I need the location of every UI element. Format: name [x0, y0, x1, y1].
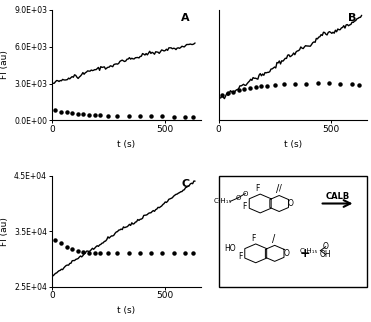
Text: F: F	[242, 202, 247, 211]
Text: F: F	[255, 184, 259, 193]
X-axis label: t (s): t (s)	[117, 306, 135, 315]
Y-axis label: Fl (au): Fl (au)	[0, 217, 9, 246]
Text: /: /	[276, 184, 279, 194]
Text: O: O	[323, 242, 329, 251]
Bar	[219, 176, 367, 287]
Text: A: A	[181, 13, 190, 23]
Text: OH: OH	[320, 250, 331, 259]
Text: O: O	[235, 195, 240, 201]
Text: O: O	[288, 199, 294, 208]
Text: C: C	[181, 179, 190, 189]
X-axis label: t (s): t (s)	[117, 140, 135, 149]
Text: /: /	[279, 184, 282, 193]
X-axis label: t (s): t (s)	[284, 140, 302, 149]
Text: O: O	[283, 249, 289, 258]
Text: HO: HO	[224, 244, 236, 253]
Text: CALB: CALB	[325, 192, 349, 201]
Text: C₇H₁₅: C₇H₁₅	[300, 248, 318, 254]
Text: +: +	[299, 247, 310, 260]
Text: C₇H₁₅: C₇H₁₅	[214, 198, 232, 204]
Y-axis label: Fl (au): Fl (au)	[0, 51, 9, 80]
Text: O: O	[243, 191, 248, 196]
Text: F: F	[251, 234, 256, 243]
Text: B: B	[348, 13, 356, 23]
Text: /: /	[272, 234, 275, 244]
Text: F: F	[239, 252, 243, 261]
